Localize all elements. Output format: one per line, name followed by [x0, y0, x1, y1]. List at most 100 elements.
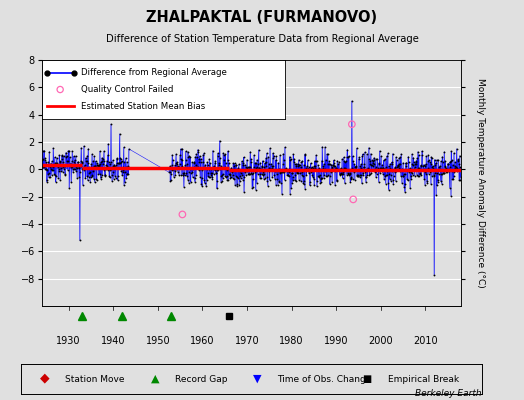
Point [263, 178, 271, 184]
Point [177, 172, 185, 178]
Point [297, 164, 305, 170]
Point [440, 170, 448, 176]
Point [430, 271, 439, 278]
Point [242, 172, 250, 178]
Point [374, 165, 382, 172]
Point [348, 165, 356, 171]
Point [309, 174, 317, 180]
Point [319, 165, 328, 172]
Point [340, 154, 348, 160]
Point [323, 151, 331, 158]
Point [301, 185, 309, 192]
Point [367, 170, 376, 176]
Point [370, 168, 379, 175]
Point [170, 167, 179, 174]
Point [339, 168, 347, 175]
Point [431, 170, 440, 176]
Point [256, 171, 264, 177]
Point [411, 163, 420, 170]
Point [358, 153, 366, 160]
Point [456, 164, 464, 170]
Point [83, 173, 91, 179]
Point [331, 163, 340, 170]
Point [83, 152, 92, 159]
Point [432, 157, 441, 163]
Point [225, 171, 234, 178]
Point [122, 155, 130, 162]
Point [304, 170, 313, 176]
Point [181, 148, 190, 154]
Point [245, 170, 254, 177]
Point [67, 179, 75, 186]
Point [99, 156, 107, 163]
Point [397, 173, 405, 179]
Point [103, 165, 112, 171]
Point [168, 152, 177, 158]
Point [75, 237, 84, 244]
Point [353, 145, 361, 152]
Point [395, 155, 403, 162]
Point [51, 179, 60, 185]
Point [53, 160, 61, 166]
Point [48, 158, 56, 164]
Point [414, 151, 423, 158]
Point [396, 160, 404, 167]
Point [296, 170, 304, 176]
Text: Berkeley Earth: Berkeley Earth [416, 389, 482, 398]
Point [453, 167, 461, 174]
Point [402, 176, 411, 182]
Point [100, 158, 108, 164]
Point [443, 160, 452, 167]
Point [82, 158, 91, 164]
Point [331, 182, 339, 188]
Point [77, 163, 85, 169]
Point [305, 167, 313, 174]
Point [436, 166, 444, 172]
Point [419, 163, 427, 169]
Point [223, 172, 231, 179]
Text: 2010: 2010 [413, 336, 438, 346]
Point [166, 178, 174, 184]
Point [327, 161, 335, 168]
Point [441, 164, 449, 170]
Point [63, 167, 72, 174]
Point [365, 172, 374, 178]
Point [325, 158, 333, 164]
Point [81, 162, 89, 168]
Point [383, 153, 391, 159]
Point [401, 181, 409, 187]
Point [85, 169, 94, 176]
Point [254, 147, 263, 153]
Point [39, 164, 48, 170]
Point [196, 159, 205, 165]
Point [203, 176, 211, 183]
Point [77, 158, 85, 164]
Point [223, 177, 232, 184]
Point [380, 166, 389, 172]
Point [391, 164, 399, 170]
Point [184, 169, 193, 175]
Point [322, 173, 330, 180]
Point [245, 163, 254, 170]
Point [441, 163, 449, 169]
Point [211, 158, 220, 164]
Point [454, 156, 463, 163]
Point [263, 150, 271, 156]
Point [343, 146, 352, 153]
Point [455, 152, 464, 159]
Point [51, 160, 60, 166]
Point [189, 174, 197, 181]
Point [68, 158, 76, 164]
Point [101, 172, 110, 178]
Point [351, 177, 359, 183]
Point [276, 169, 285, 176]
Point [282, 167, 290, 174]
Point [64, 162, 73, 168]
Point [107, 121, 115, 128]
Point [87, 160, 95, 167]
Point [185, 180, 193, 186]
Point [231, 182, 239, 188]
Point [289, 151, 298, 158]
Point [387, 159, 396, 166]
Point [91, 179, 99, 186]
